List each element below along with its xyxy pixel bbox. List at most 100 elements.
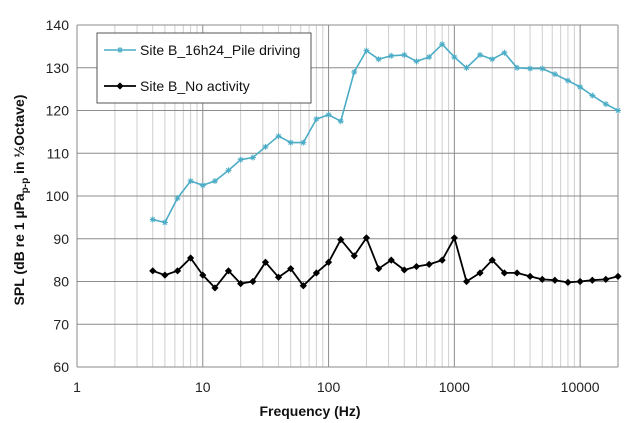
data-point [350, 252, 358, 260]
data-point [262, 143, 269, 150]
data-point [161, 271, 169, 279]
data-point [488, 256, 496, 264]
data-point [615, 107, 621, 114]
data-point [325, 111, 332, 118]
data-point [161, 219, 168, 226]
data-point [564, 278, 572, 286]
x-tick-label: 100 [317, 379, 341, 395]
data-point [362, 234, 371, 242]
legend-marker [117, 47, 123, 53]
x-tick-label: 10 [195, 379, 211, 395]
data-point [337, 118, 344, 125]
series-2 [149, 234, 622, 292]
series-1 [149, 41, 621, 226]
data-point [387, 256, 395, 264]
data-point [450, 234, 458, 242]
data-point [551, 276, 559, 284]
data-point [538, 275, 546, 283]
data-point [199, 271, 207, 279]
data-point [614, 272, 622, 280]
data-point [363, 47, 370, 54]
data-point [526, 272, 534, 280]
data-point [225, 167, 232, 174]
data-point [300, 139, 307, 146]
data-point [438, 256, 446, 264]
data-point [564, 77, 571, 84]
series-layer [149, 41, 622, 292]
data-point [173, 267, 182, 275]
data-point [313, 116, 320, 123]
data-point [149, 267, 157, 275]
data-point [589, 92, 596, 99]
data-point [275, 133, 282, 140]
data-point [337, 236, 345, 244]
data-point [588, 276, 596, 284]
data-point [477, 51, 484, 58]
data-point [527, 65, 534, 72]
legend-box [96, 32, 312, 104]
data-point [576, 277, 584, 286]
data-point [237, 156, 244, 163]
x-axis-title: Frequency (Hz) [259, 403, 360, 419]
series-line [152, 236, 619, 289]
data-point [149, 216, 156, 223]
data-point [602, 275, 610, 283]
y-tick-label: 80 [53, 274, 69, 290]
data-point [500, 269, 509, 277]
data-point [388, 52, 395, 59]
data-point [249, 277, 257, 286]
data-point [412, 262, 421, 271]
data-point [413, 58, 420, 65]
x-tick-label: 1 [73, 379, 81, 395]
data-point [274, 273, 283, 281]
data-point [211, 284, 219, 292]
data-point [551, 71, 558, 78]
data-point [261, 258, 270, 266]
data-point [602, 101, 609, 108]
x-tick-label: 1000 [439, 379, 470, 395]
data-point [224, 267, 233, 275]
data-point [462, 277, 471, 286]
data-point [577, 83, 584, 90]
y-tick-label: 140 [46, 17, 70, 33]
data-point [351, 69, 358, 76]
data-point [237, 280, 245, 288]
data-point [211, 178, 218, 185]
y-tick-label: 70 [53, 316, 69, 332]
data-point [439, 41, 446, 48]
data-point [299, 282, 307, 290]
y-tick-label: 130 [46, 60, 70, 76]
data-point [425, 260, 433, 268]
data-point [513, 269, 521, 277]
data-point [476, 269, 484, 277]
y-tick-label: 90 [53, 231, 69, 247]
data-point [489, 56, 496, 63]
data-point [401, 51, 408, 58]
legend-label: Site B_No activity [140, 78, 250, 94]
y-axis-title-part-2: in ⅓Octave) [11, 95, 27, 178]
y-tick-label: 120 [46, 103, 70, 119]
legend-label: Site B_16h24_Pile driving [140, 42, 300, 58]
y-tick-label: 110 [47, 145, 70, 161]
data-point [501, 49, 508, 56]
data-point [287, 265, 295, 273]
data-point [312, 269, 320, 277]
data-point [324, 258, 333, 266]
data-point [186, 254, 195, 262]
data-point [400, 266, 408, 274]
y-axis-title-subscript: p-p [20, 178, 31, 194]
data-point [287, 139, 294, 146]
data-point [539, 65, 546, 72]
y-tick-label: 100 [46, 188, 70, 204]
legend-marker [116, 82, 124, 90]
data-point [174, 195, 181, 202]
legend: Site B_16h24_Pile driving Site B_No activ… [96, 32, 312, 104]
x-tick-label: 10000 [561, 379, 600, 395]
data-point [375, 56, 382, 63]
data-point [187, 178, 194, 185]
data-point [199, 182, 206, 189]
y-tick-label: 60 [53, 359, 69, 375]
data-point [249, 154, 256, 161]
